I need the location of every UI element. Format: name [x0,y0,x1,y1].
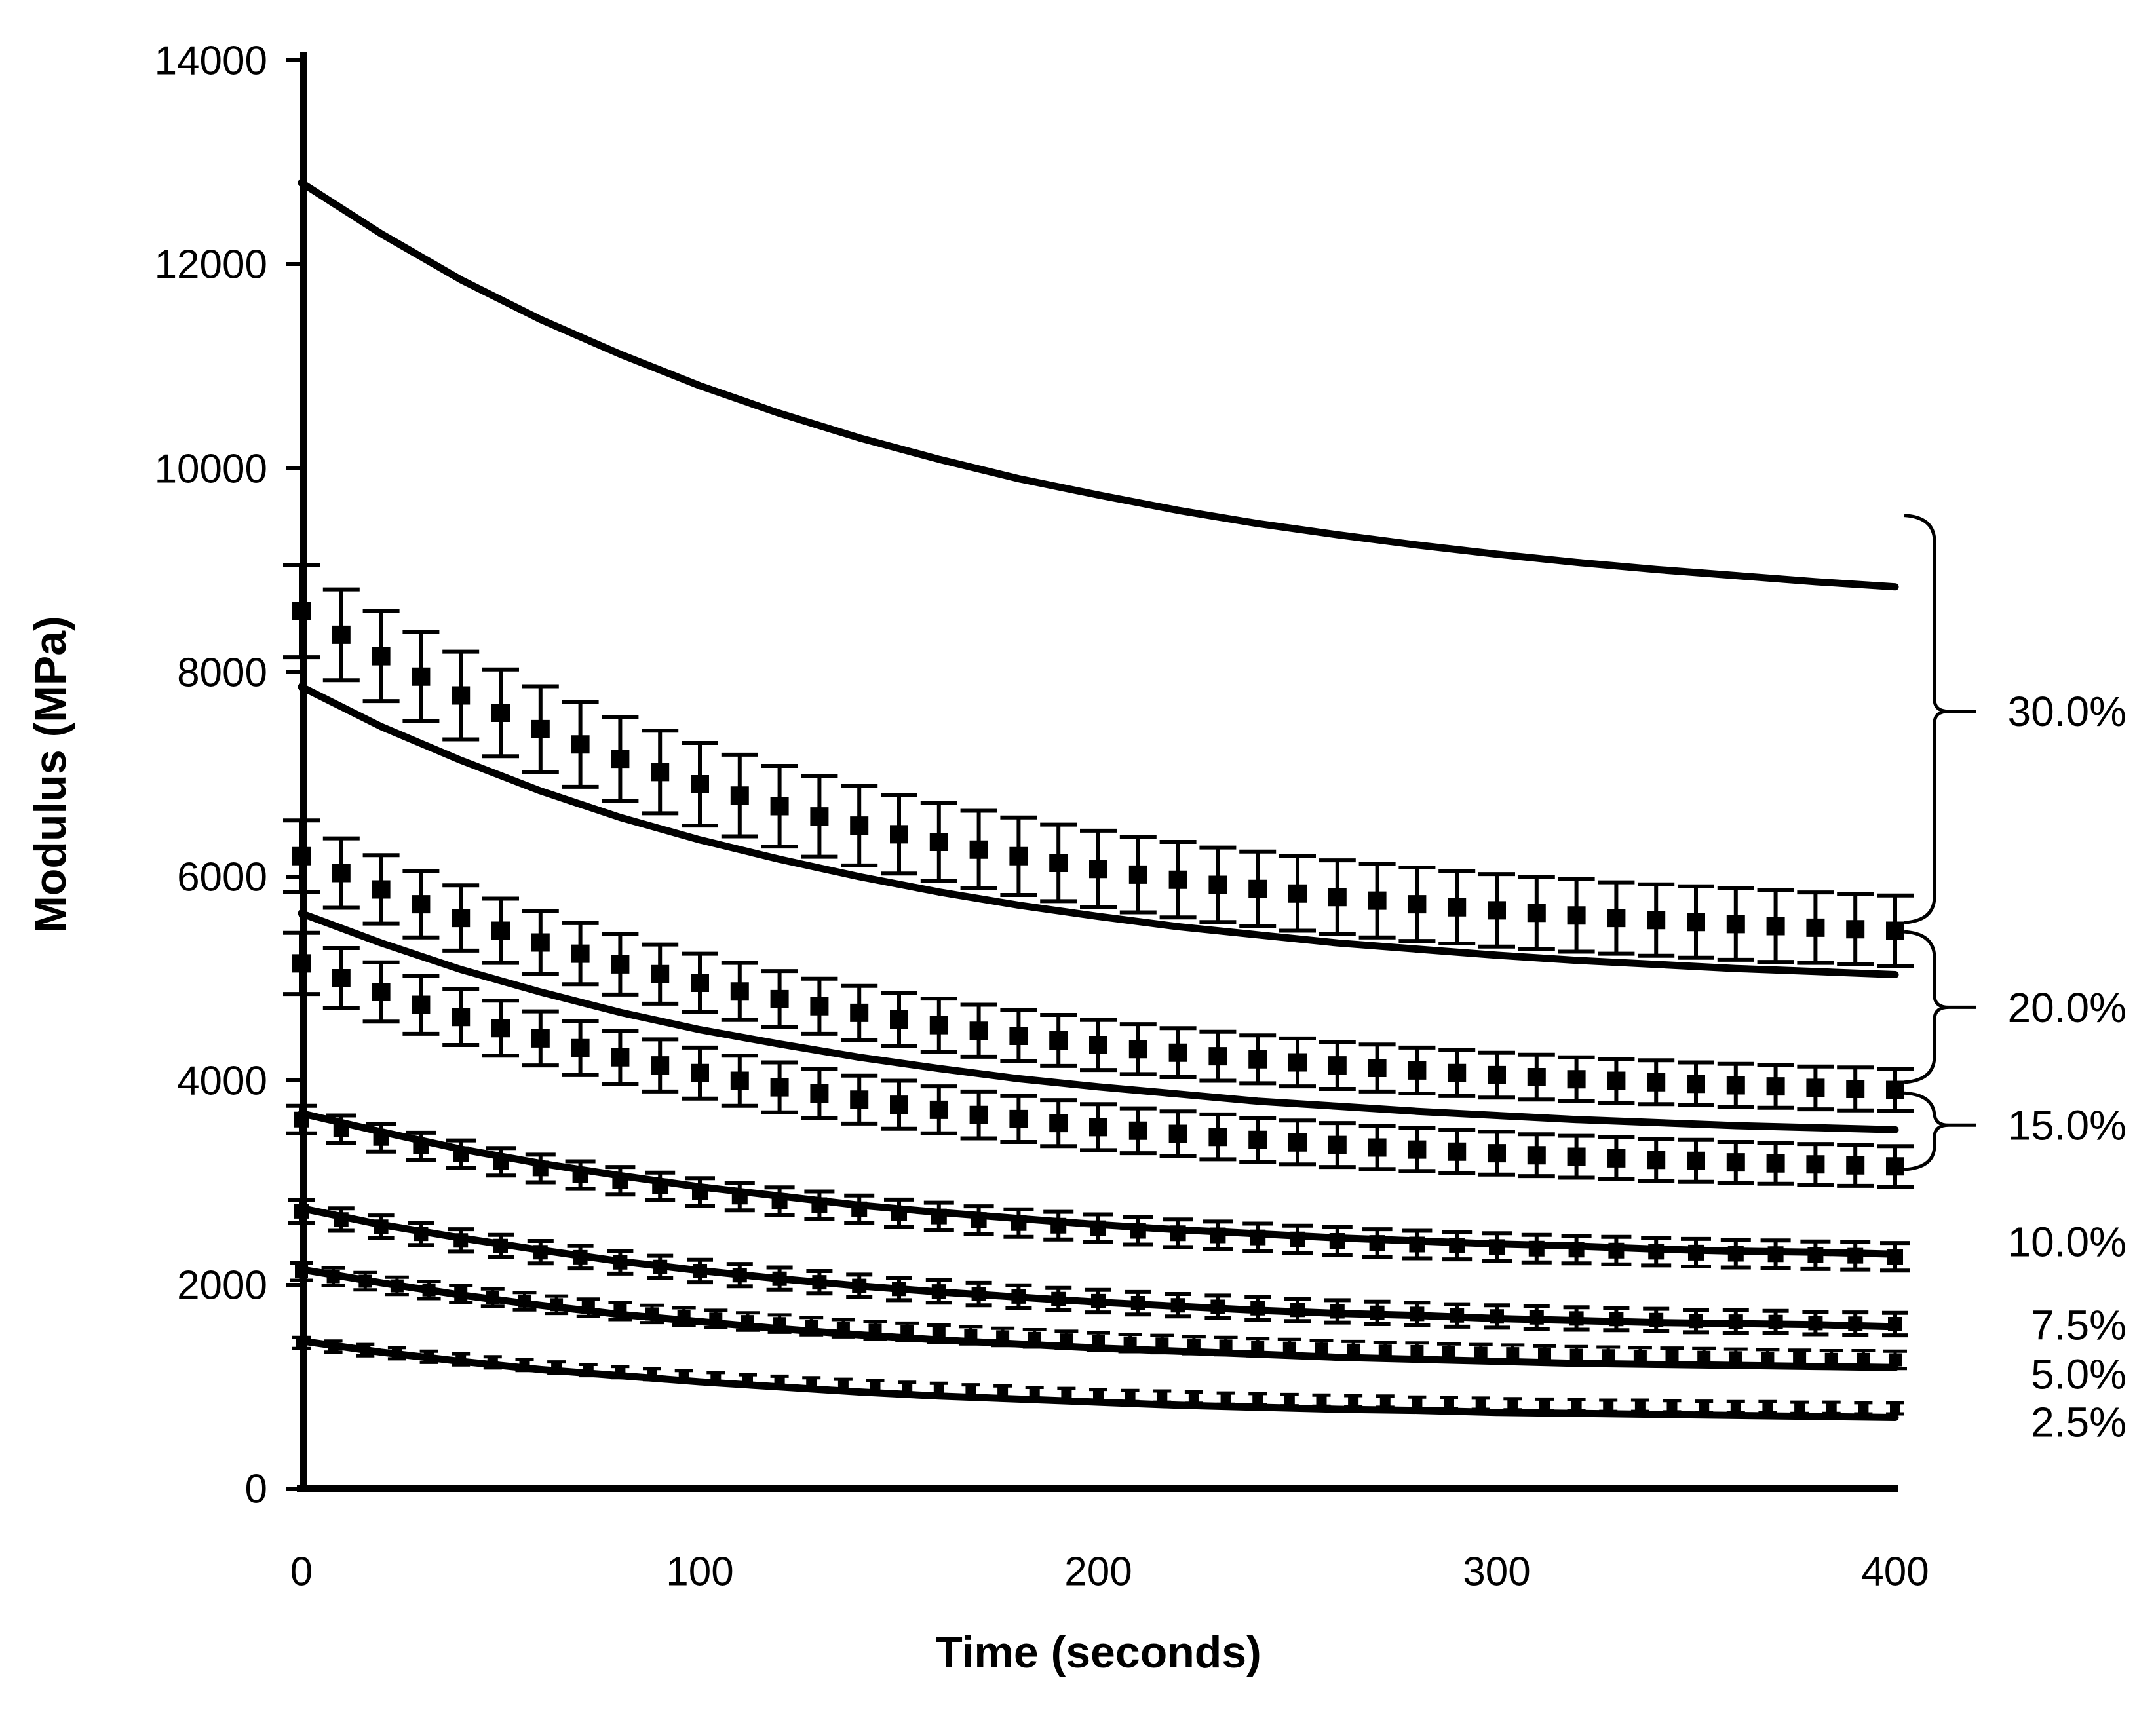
data-points-20.0% [292,846,1904,1099]
brace-20.0% [1904,930,1950,1084]
series-layer [283,179,1914,1421]
series-exp-7.5 [288,1198,1908,1338]
y-tick-2000: 2000 [177,1263,267,1308]
y-tick-10000: 10000 [155,447,267,492]
x-tick-300: 300 [1463,1550,1530,1595]
data-points-7.5% [294,1204,1902,1331]
series-model-2.5 [298,1337,1899,1421]
model-curve-30.0% [298,179,1899,591]
series-exp-2.5 [292,1335,1904,1416]
model-curve-15.0% [298,909,1899,1133]
x-axis-title: Time (seconds) [935,1627,1261,1677]
concentration-label-7.5%: 7.5% [2031,1302,2127,1349]
x-tick-400: 400 [1861,1550,1929,1595]
series-exp-20.0 [283,818,1914,1113]
brace-30.0% [1904,514,1950,924]
y-tick-12000: 12000 [155,242,267,288]
concentration-label-30.0%: 30.0% [2008,688,2127,735]
series-model-20.0 [298,683,1899,978]
series-exp-15.0 [283,930,1914,1189]
series-model-30.0 [298,179,1899,591]
concentration-label-5.0%: 5.0% [2031,1350,2127,1398]
x-axis-tick-labels: 0 100 200 300 400 [290,1550,1929,1595]
y-tick-0: 0 [245,1467,267,1512]
y-tick-4000: 4000 [177,1059,267,1104]
brace-15.0% [1904,1091,1950,1171]
y-tick-6000: 6000 [177,855,267,900]
y-axis-title: Modulus (MPa) [26,616,75,933]
data-points-15.0% [292,954,1904,1176]
model-curve-2.5% [298,1337,1899,1421]
series-exp-10.0 [286,1103,1910,1273]
error-bars-5.0% [290,1261,1907,1371]
x-tick-0: 0 [290,1550,313,1595]
series-exp-5.0 [290,1261,1907,1371]
model-curve-20.0% [298,683,1899,978]
series-model-15.0 [298,909,1899,1133]
y-axis-tick-labels: 0 2000 4000 6000 8000 10000 12000 14000 [155,39,267,1512]
data-points-30.0% [292,602,1904,940]
data-points-5.0% [295,1265,1902,1367]
data-points-2.5% [296,1337,1900,1414]
series-exp-30.0 [283,563,1914,968]
concentration-label-15.0%: 15.0% [2008,1102,2127,1149]
concentration-label-2.5%: 2.5% [2031,1398,2127,1445]
x-tick-100: 100 [666,1550,733,1595]
y-tick-14000: 14000 [155,39,267,84]
y-axis-ticks [286,58,304,1491]
x-tick-200: 200 [1064,1550,1132,1595]
concentration-annotations: 30.0% 20.0% 15.0% 10.0% 7.5%5.0%2.5% [1904,514,2127,1445]
y-tick-8000: 8000 [177,651,267,696]
error-bars-30.0% [283,563,1914,968]
concentration-label-20.0%: 20.0% [2008,984,2127,1031]
concentration-label-10.0%: 10.0% [2008,1218,2127,1265]
data-points-10.0% [294,1111,1903,1265]
